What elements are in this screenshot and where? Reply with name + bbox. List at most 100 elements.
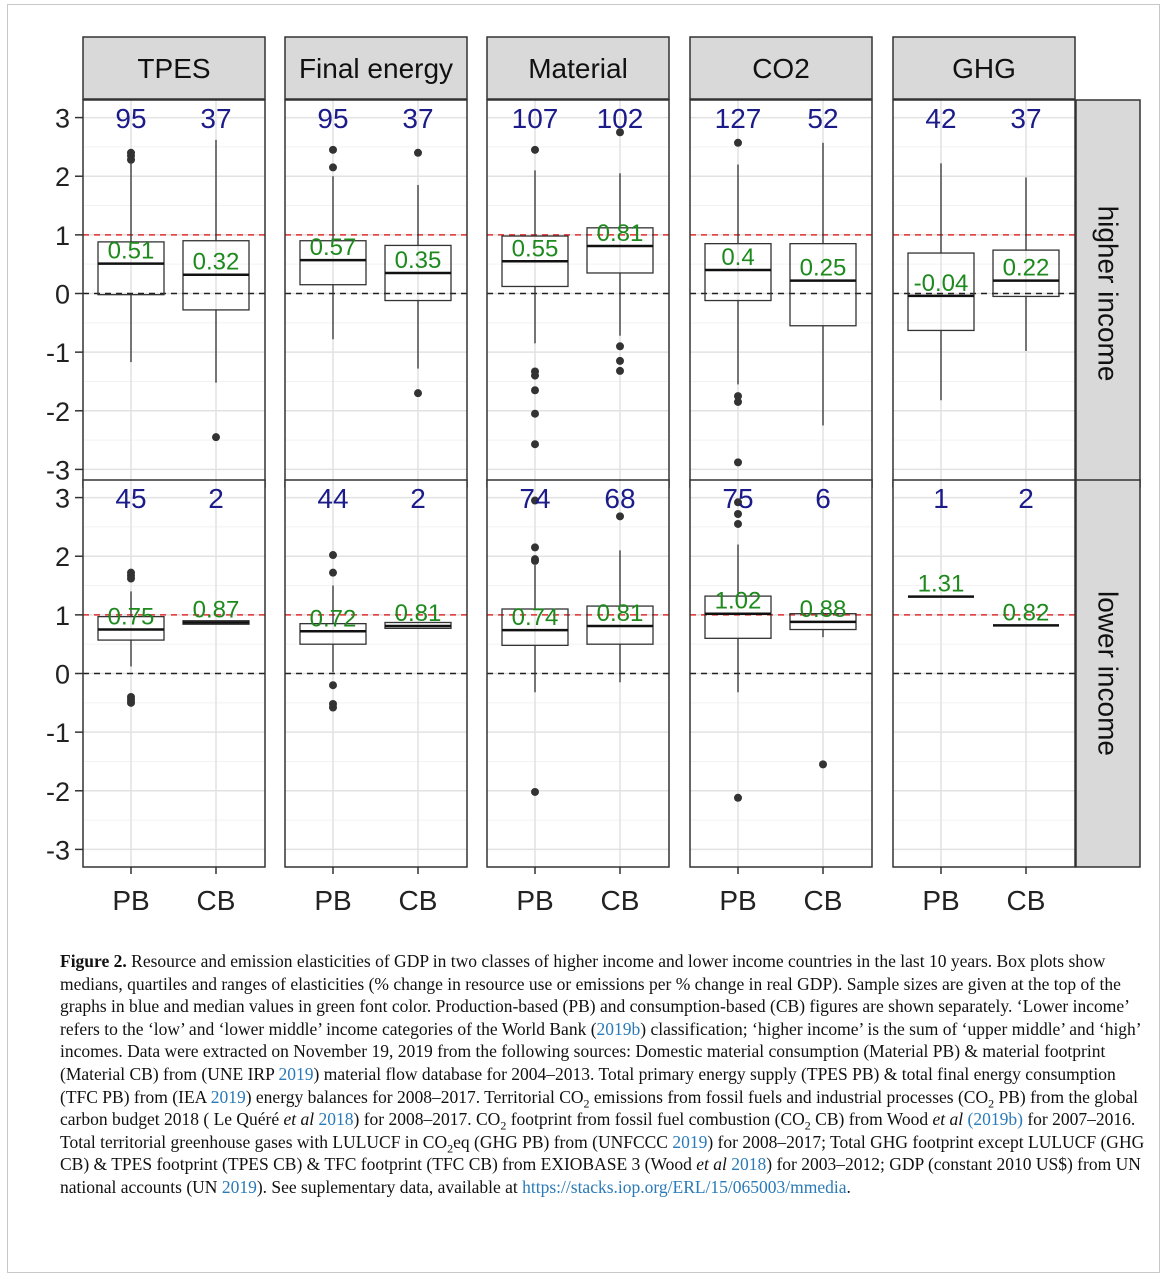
x-tick-label: CB [1007,885,1046,916]
caption-reference-link[interactable]: 2019b [596,1018,641,1039]
sample-size-label: 37 [200,103,231,134]
facet-label: Final energy [299,53,453,84]
sample-size-label: 95 [317,103,348,134]
caption-reference-link[interactable]: 2018 [314,1109,354,1130]
panel-border [689,479,873,868]
y-tick-label: 1 [55,221,70,251]
median-value-label: 0.87 [193,596,240,623]
caption-text: . [846,1176,851,1197]
sample-size-label: 45 [115,483,146,514]
sample-size-label: 68 [604,483,635,514]
y-tick-label: -1 [46,718,70,748]
supplementary-data-link[interactable]: https://stacks.iop.org/ERL/15/065003/mme… [522,1176,847,1197]
outlier-point [329,145,337,154]
facet-label: TPES [137,53,210,84]
caption-reference-link[interactable]: 2019 [278,1063,314,1084]
subscript: 2 [804,1118,811,1133]
row-strip [1075,99,1141,488]
sample-size-label: 1 [933,483,949,514]
outlier-point [531,496,539,505]
sample-size-label: 37 [1010,103,1041,134]
facet-strip [284,36,468,100]
sample-size-label: 2 [1018,483,1034,514]
caption-reference-link[interactable]: 2019 [221,1176,257,1197]
box [97,241,165,296]
facet-label: GHG [952,53,1016,84]
caption-text: ). See suplementary data, available at [256,1176,523,1197]
outlier-point [819,760,827,769]
y-tick-label: 1 [55,601,70,631]
caption-reference-link[interactable]: 2019 [210,1086,246,1107]
box [789,243,857,327]
caption-text: Resource and emission elasticities of GD… [60,951,1129,1039]
sample-size-label: 74 [519,483,550,514]
outlier-point [329,681,337,690]
facet-strip [689,36,873,100]
x-tick-label: CB [399,885,438,916]
outlier-point [531,371,539,380]
sample-size-label: 44 [317,483,348,514]
box [992,249,1060,298]
x-tick-label: CB [804,885,843,916]
x-tick-label: PB [516,885,553,916]
box [299,240,367,286]
panel-border [486,479,670,868]
median-value-label: 1.31 [918,571,965,598]
row-label: higher income [1093,206,1124,382]
box [704,243,772,302]
median-value-label: 0.81 [395,600,442,627]
sample-size-label: 6 [815,483,831,514]
sample-size-label: 75 [722,483,753,514]
facet-strip [892,36,1076,100]
caption-text: for 2007–2016. Total territorial greenho… [60,1109,1136,1152]
y-tick-label: -3 [46,835,70,865]
caption-reference-link[interactable]: 2018 [726,1154,767,1175]
median-value-label: 1.02 [715,588,762,615]
outlier-point [616,512,624,521]
facet-strip [82,36,266,100]
caption-text: emissions from fossil fuels and industri… [589,1086,989,1107]
median-value-label: 0.55 [512,235,559,262]
sample-size-label: 102 [597,103,644,134]
median-value-label: 0.25 [800,255,847,282]
outlier-point [734,397,742,406]
caption-text: ) for 2008–2017; Total GHG footprint exc… [60,1131,1145,1175]
row-strip [1075,479,1141,868]
caption-text: ) for 2008–2017. CO [353,1109,501,1130]
median-value-label: 0.72 [310,605,357,632]
outlier-point [531,440,539,449]
caption-text: CB) from Wood [810,1109,933,1130]
y-tick-label: 2 [55,542,70,572]
y-tick-label: 0 [55,660,70,690]
median-value-label: 0.51 [108,238,155,265]
median-value-label: 0.81 [597,600,644,627]
outlier-point [329,568,337,577]
sample-size-label: 52 [807,103,838,134]
sample-size-label: 42 [925,103,956,134]
boxplot-chart: TPES Final energy Material CO2 GHG higher inc… [46,36,1141,916]
x-tick-label: PB [314,885,351,916]
x-tick-label: PB [112,885,149,916]
outlier-point [734,392,742,401]
median-value-label: 0.57 [310,234,357,261]
outlier-point [734,498,742,507]
caption-reference-link[interactable]: 2019 [672,1131,708,1152]
subscript: 2 [988,1096,995,1111]
sample-size-label: 2 [410,483,426,514]
sample-size-label: 127 [715,103,762,134]
y-tick-label: -1 [46,338,70,368]
sample-size-label: 107 [512,103,559,134]
median-value-label: 0.32 [193,249,240,276]
box [501,608,569,647]
caption-text: ) for 2003–2012; GDP (constant 2010 US$)… [60,1154,1141,1197]
box [586,227,654,274]
median-value-label: 0.74 [512,604,559,631]
outlier-point [414,148,422,157]
caption-text: ) material flow database for 2004–2013. … [60,1063,1116,1107]
outlier-point [127,698,135,707]
x-tick-label: CB [601,885,640,916]
caption-reference-link[interactable]: (2019b) [967,1109,1023,1130]
outlier-point [531,787,539,796]
outlier-point [734,793,742,802]
sample-size-label: 37 [402,103,433,134]
